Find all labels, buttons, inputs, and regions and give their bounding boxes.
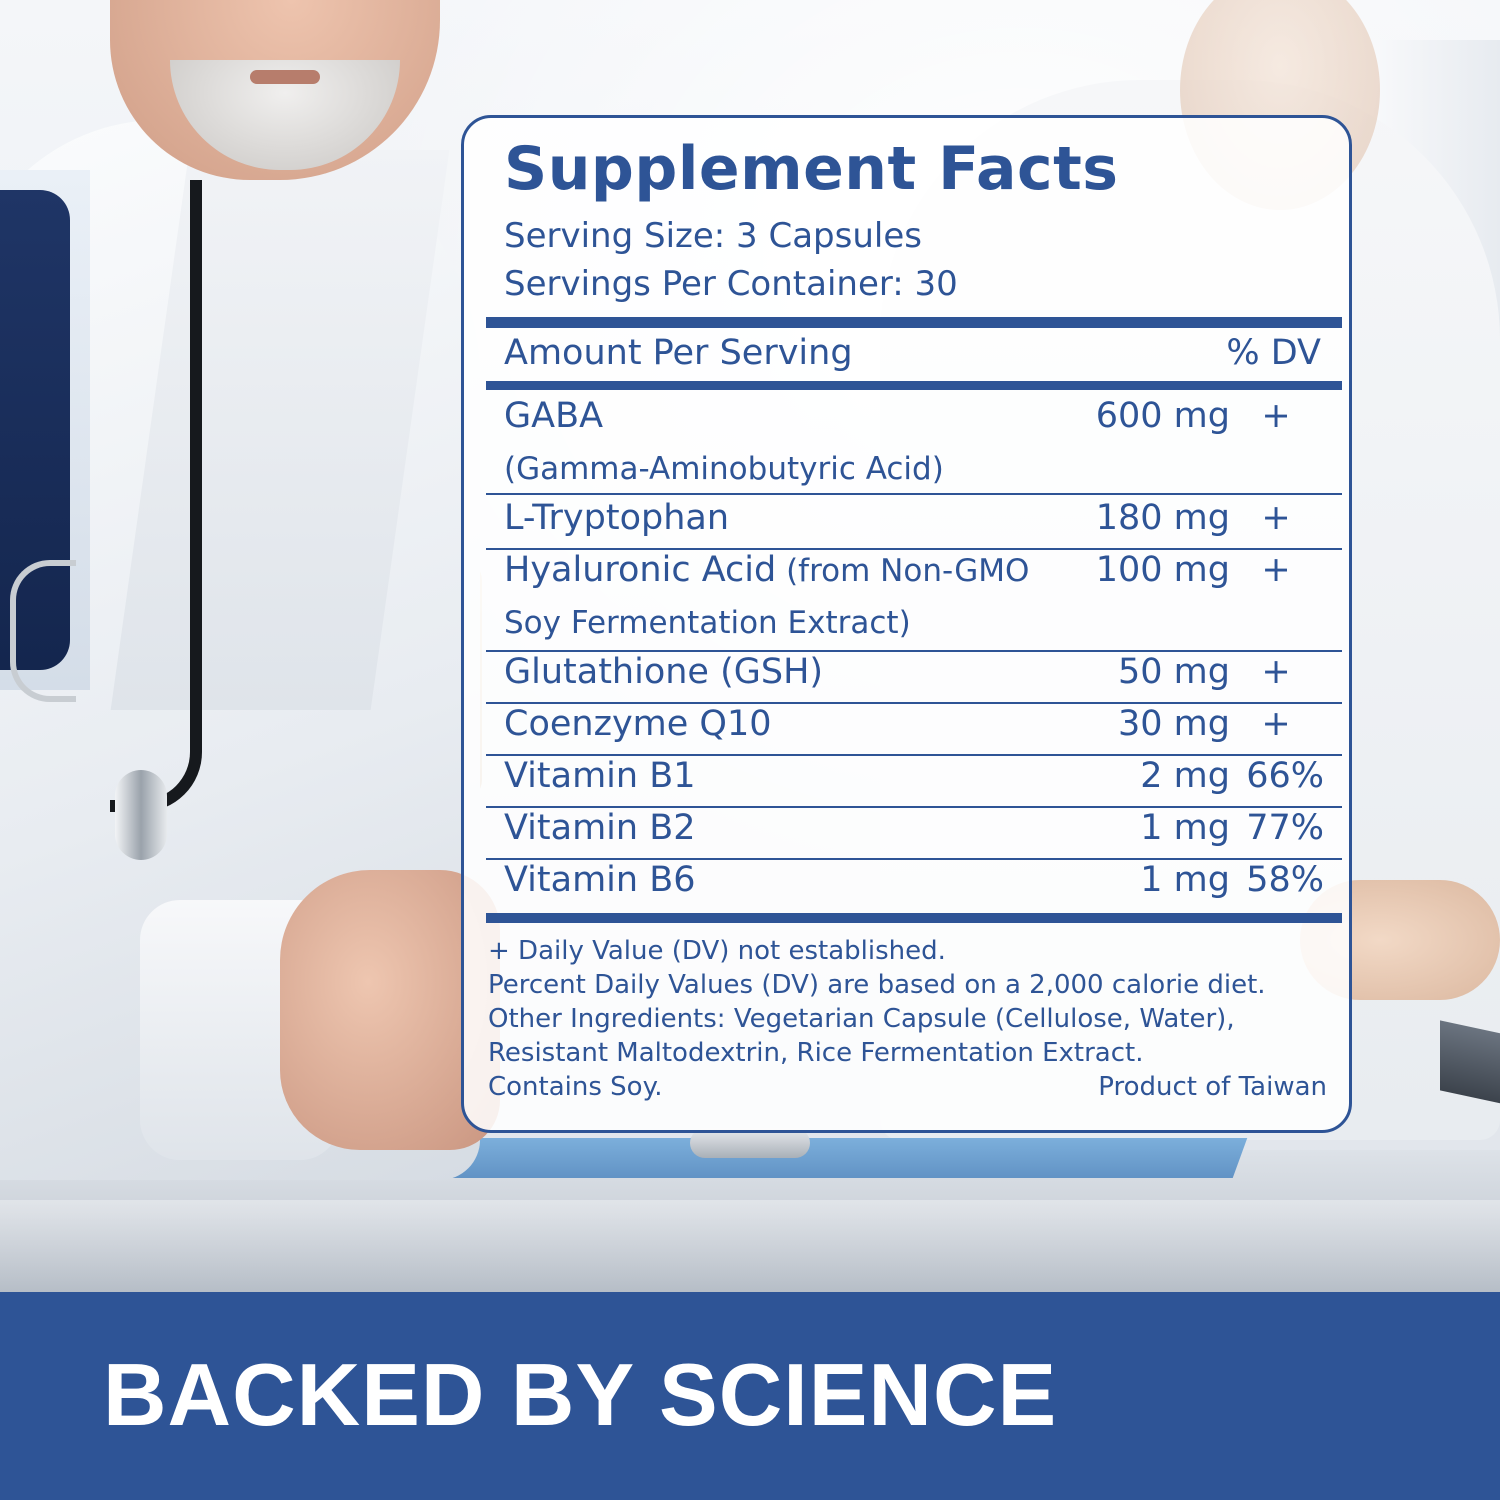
ingredient-name: GABA [504,396,604,436]
row-divider [486,754,1342,756]
panel-title: Supplement Facts [504,134,1119,204]
thick-divider-top [486,317,1342,328]
ingredient-dv: + [1261,550,1291,590]
servings-per-container: Servings Per Container: 30 [504,264,958,304]
row-divider [486,702,1342,704]
ingredient-name: Hyaluronic Acid (from Non-GMO [504,550,1029,590]
other-ingredients-line2: Resistant Maltodextrin, Rice Fermentatio… [488,1038,1144,1068]
ingredient-dv: + [1261,396,1291,436]
thick-divider-bottom [486,913,1342,923]
row-divider [486,806,1342,808]
thick-divider-header [486,381,1342,390]
ingredient-amount: 30 mg [1118,704,1230,744]
percent-dv-note: Percent Daily Values (DV) are based on a… [488,970,1266,1000]
serving-size: Serving Size: 3 Capsules [504,216,922,256]
contains-soy-note: Contains Soy. [488,1072,663,1102]
ingredient-name: L-Tryptophan [504,498,730,538]
row-divider [486,493,1342,495]
ingredient-subname: (Gamma-Aminobutyric Acid) [504,451,944,487]
stethoscope-earpiece [10,560,76,702]
ingredient-amount: 2 mg [1140,756,1230,796]
percent-dv-header: % DV [1226,333,1321,373]
row-divider [486,858,1342,860]
ingredient-name: Coenzyme Q10 [504,704,772,744]
ingredient-name-note: (from Non-GMO [776,553,1030,589]
ingredient-dv: 58% [1246,860,1324,900]
ingredient-name: Vitamin B6 [504,860,696,900]
amount-per-serving-header: Amount Per Serving [504,333,853,373]
ingredient-dv: + [1261,498,1291,538]
supplement-facts-panel: Supplement Facts Serving Size: 3 Capsule… [461,115,1352,1133]
ingredient-dv: + [1261,652,1291,692]
desk-reflection [0,1200,1500,1292]
doctor-mouth [250,70,320,84]
banner-headline: BACKED BY SCIENCE [103,1345,1058,1444]
row-divider [486,650,1342,652]
ingredient-amount: 600 mg [1095,396,1230,436]
stethoscope-tube [110,180,202,812]
clipboard-clip [690,1128,810,1158]
stethoscope-chestpiece [115,770,167,860]
other-ingredients-line1: Other Ingredients: Vegetarian Capsule (C… [488,1004,1235,1034]
ingredient-name: Vitamin B1 [504,756,696,796]
bottom-banner: BACKED BY SCIENCE [0,1292,1500,1500]
product-origin: Product of Taiwan [1098,1072,1327,1102]
ingredient-amount: 50 mg [1118,652,1230,692]
ingredient-amount: 180 mg [1095,498,1230,538]
ingredient-subname: Soy Fermentation Extract) [504,605,911,641]
ingredient-name: Glutathione (GSH) [504,652,824,692]
dv-not-established-note: + Daily Value (DV) not established. [488,936,946,966]
ingredient-dv: 77% [1246,808,1324,848]
ingredient-dv: 66% [1246,756,1324,796]
ingredient-name-main: Hyaluronic Acid [504,550,777,590]
row-divider [486,548,1342,550]
ingredient-amount: 100 mg [1095,550,1230,590]
ingredient-amount: 1 mg [1140,808,1230,848]
ingredient-amount: 1 mg [1140,860,1230,900]
ingredient-name: Vitamin B2 [504,808,696,848]
ingredient-dv: + [1261,704,1291,744]
